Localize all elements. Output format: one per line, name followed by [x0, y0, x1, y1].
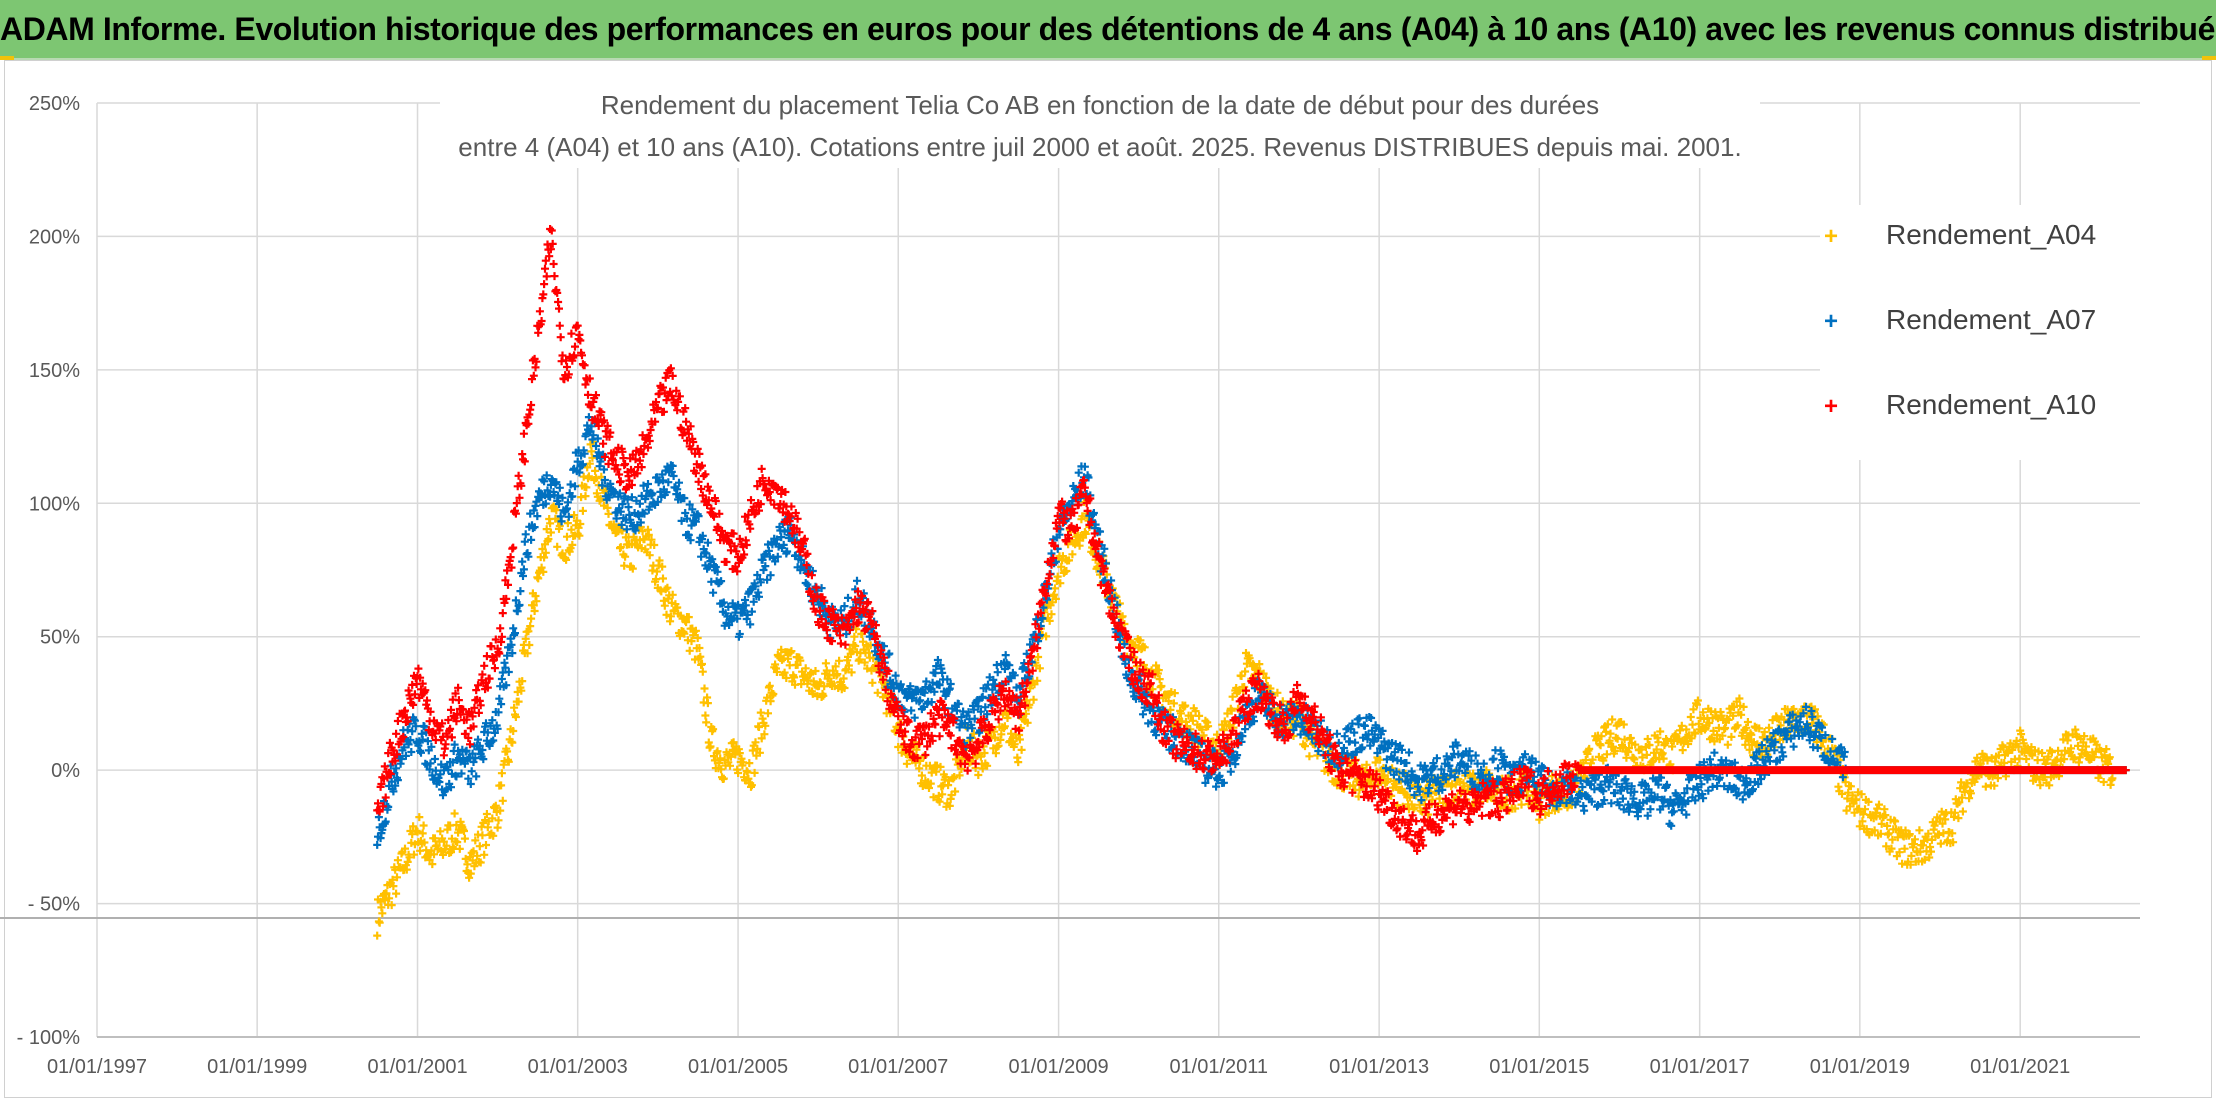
series-markers	[373, 225, 2130, 855]
x-tick-label: 01/01/2013	[1329, 1056, 1429, 1078]
y-tick-label: 150%	[29, 360, 80, 382]
x-tick-label: 01/01/1999	[207, 1056, 307, 1078]
series-rendement-a10	[373, 225, 2130, 855]
legend-marker-a10: +	[1824, 393, 1839, 420]
x-tick-label: 01/01/2009	[1009, 1056, 1109, 1078]
x-tick-label: 01/01/2007	[848, 1056, 948, 1078]
corner-mark-left	[0, 56, 14, 60]
y-tick-label: 250%	[29, 93, 80, 115]
legend-marker-a07: +	[1824, 308, 1839, 335]
legend-marker-a04: +	[1824, 223, 1839, 250]
x-axis-tick-labels: 01/01/1997 01/01/1999 01/01/2001 01/01/2003…	[47, 1056, 2070, 1078]
chart-title-line-1: Rendement du placement Telia Co AB en fo…	[600, 90, 1600, 120]
x-tick-label: 01/01/2003	[528, 1056, 628, 1078]
series-rendement-a07	[373, 413, 2130, 849]
x-tick-label: 01/01/2019	[1810, 1056, 1910, 1078]
x-tick-label: 01/01/2021	[1970, 1056, 2070, 1078]
chart-data-points	[373, 225, 2130, 940]
y-tick-label: - 100%	[17, 1027, 81, 1049]
chart-legend: + Rendement_A04 + Rendement_A07 + Rendem…	[1820, 205, 2140, 460]
chart-title-line-2: entre 4 (A04) et 10 ans (A10). Cotations…	[458, 132, 1742, 162]
x-tick-label: 01/01/1997	[47, 1056, 147, 1078]
report-banner: ADAM Informe. Evolution historique des p…	[0, 0, 2216, 60]
x-tick-label: 01/01/2017	[1650, 1056, 1750, 1078]
x-tick-label: 01/01/2001	[367, 1056, 467, 1078]
y-tick-label: 50%	[40, 627, 80, 649]
y-tick-label: 200%	[29, 226, 80, 248]
y-tick-label: 0%	[51, 760, 80, 782]
chart-frame	[4, 60, 2212, 1098]
y-tick-label: 100%	[29, 493, 80, 515]
legend-label-a10: Rendement_A10	[1886, 389, 2097, 420]
x-tick-label: 01/01/2015	[1489, 1056, 1589, 1078]
y-tick-label: - 50%	[28, 894, 80, 916]
chart-title: Rendement du placement Telia Co AB en fo…	[440, 84, 1760, 168]
y-axis-tick-labels: 250% 200% 150% 100% 50% 0% - 50% - 100%	[17, 93, 81, 1049]
legend-item-a10: + Rendement_A10	[1820, 375, 2140, 460]
corner-mark-right	[2202, 56, 2216, 60]
legend-label-a07: Rendement_A07	[1886, 304, 2097, 335]
legend-item-a07: + Rendement_A07	[1820, 290, 2140, 375]
x-tick-label: 01/01/2011	[1169, 1056, 1268, 1078]
x-tick-label: 01/01/2005	[688, 1056, 788, 1078]
legend-label-a04: Rendement_A04	[1886, 219, 2097, 250]
legend-item-a04: + Rendement_A04	[1820, 205, 2140, 290]
series-markers	[373, 413, 2130, 849]
chart-reference-lines	[0, 917, 2140, 1038]
report-banner-title: ADAM Informe. Evolution historique des p…	[0, 11, 2216, 47]
